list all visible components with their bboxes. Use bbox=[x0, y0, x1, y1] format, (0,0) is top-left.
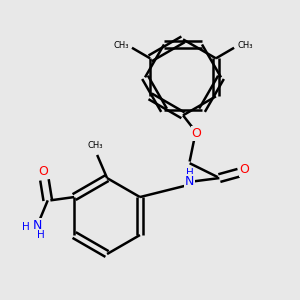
Text: H: H bbox=[186, 168, 194, 178]
Text: H: H bbox=[37, 230, 45, 240]
Text: N: N bbox=[185, 175, 194, 188]
Text: O: O bbox=[38, 165, 48, 178]
Text: O: O bbox=[191, 127, 201, 140]
Text: CH₃: CH₃ bbox=[113, 41, 129, 50]
Text: O: O bbox=[239, 163, 249, 176]
Text: H: H bbox=[22, 222, 30, 233]
Text: CH₃: CH₃ bbox=[88, 141, 103, 150]
Text: CH₃: CH₃ bbox=[237, 41, 253, 50]
Text: N: N bbox=[33, 219, 43, 232]
